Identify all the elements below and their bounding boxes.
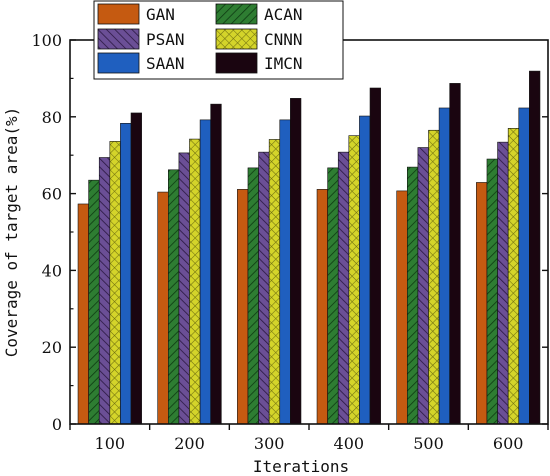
bar-gan-300 — [237, 189, 249, 425]
bar-saan-600 — [518, 107, 530, 425]
bar-saan-300 — [279, 119, 291, 425]
bar-saan-100 — [120, 123, 132, 425]
bar-saan-500 — [438, 107, 451, 425]
bar-saan-400 — [359, 115, 371, 425]
bar-psan-500 — [417, 147, 429, 425]
legend-swatch-cnnn — [215, 28, 258, 50]
bar-psan-600 — [497, 141, 509, 425]
bar-imcn-300 — [290, 98, 302, 425]
bar-psan-200 — [178, 152, 190, 425]
legend-label-psan: PSAN — [146, 30, 185, 49]
x-tick-label: 100 — [95, 434, 126, 453]
bars — [77, 70, 541, 425]
x-tick-label: 300 — [254, 434, 285, 453]
x-tick-label: 600 — [493, 434, 524, 453]
legend-swatch-saan — [97, 52, 140, 74]
bar-psan-400 — [337, 151, 350, 425]
bar-cnnn-200 — [189, 138, 201, 425]
legend-swatch-gan — [97, 3, 140, 25]
bar-imcn-400 — [369, 87, 381, 425]
y-axis-label: Coverage of target area(%) — [2, 107, 21, 357]
bar-imcn-600 — [529, 70, 541, 425]
y-tick-label: 0 — [52, 415, 62, 434]
x-axis-label: Iterations — [253, 457, 349, 476]
bar-acan-500 — [406, 166, 419, 425]
y-tick-label: 40 — [42, 261, 62, 280]
bar-cnnn-500 — [428, 129, 440, 425]
y-tick-label: 60 — [42, 185, 62, 204]
x-tick-label: 500 — [413, 434, 444, 453]
bar-cnnn-400 — [348, 135, 360, 425]
bar-psan-300 — [258, 151, 270, 425]
bar-saan-200 — [199, 119, 212, 425]
y-tick-label: 20 — [42, 338, 62, 357]
y-axis-ticks: 0 20 40 60 80 100 — [31, 31, 548, 434]
legend-label-gan: GAN — [146, 5, 175, 24]
bar-gan-400 — [316, 189, 328, 425]
bar-gan-600 — [476, 182, 488, 425]
bar-cnnn-600 — [507, 128, 520, 425]
x-axis-ticks: 100 200 300 400 500 600 — [69, 424, 549, 453]
bar-cnnn-300 — [268, 139, 281, 425]
x-tick-label: 200 — [174, 434, 205, 453]
bar-imcn-100 — [130, 112, 142, 425]
legend-swatch-imcn — [215, 52, 258, 74]
legend-label-acan: ACAN — [264, 5, 303, 24]
bar-cnnn-100 — [109, 141, 121, 425]
bar-acan-600 — [486, 158, 498, 425]
bar-psan-100 — [98, 157, 111, 425]
legend-label-saan: SAAN — [146, 54, 185, 73]
bar-acan-400 — [327, 167, 339, 425]
y-tick-label: 100 — [31, 31, 62, 50]
bar-acan-100 — [88, 179, 100, 425]
bar-imcn-500 — [449, 83, 461, 425]
legend-swatch-psan — [97, 28, 140, 50]
legend-label-imcn: IMCN — [264, 54, 303, 73]
y-tick-label: 80 — [42, 108, 62, 127]
bar-imcn-200 — [210, 103, 222, 425]
legend-label-cnnn: CNNN — [264, 30, 303, 49]
x-tick-label: 400 — [334, 434, 365, 453]
bar-acan-300 — [247, 167, 259, 425]
legend-swatch-acan — [215, 3, 258, 25]
bar-gan-500 — [396, 190, 408, 425]
bar-gan-100 — [77, 203, 89, 425]
bar-gan-200 — [157, 191, 169, 425]
legend: GAN PSAN SAAN ACAN CNNN IMCN — [93, 0, 344, 80]
bar-acan-200 — [168, 169, 180, 425]
